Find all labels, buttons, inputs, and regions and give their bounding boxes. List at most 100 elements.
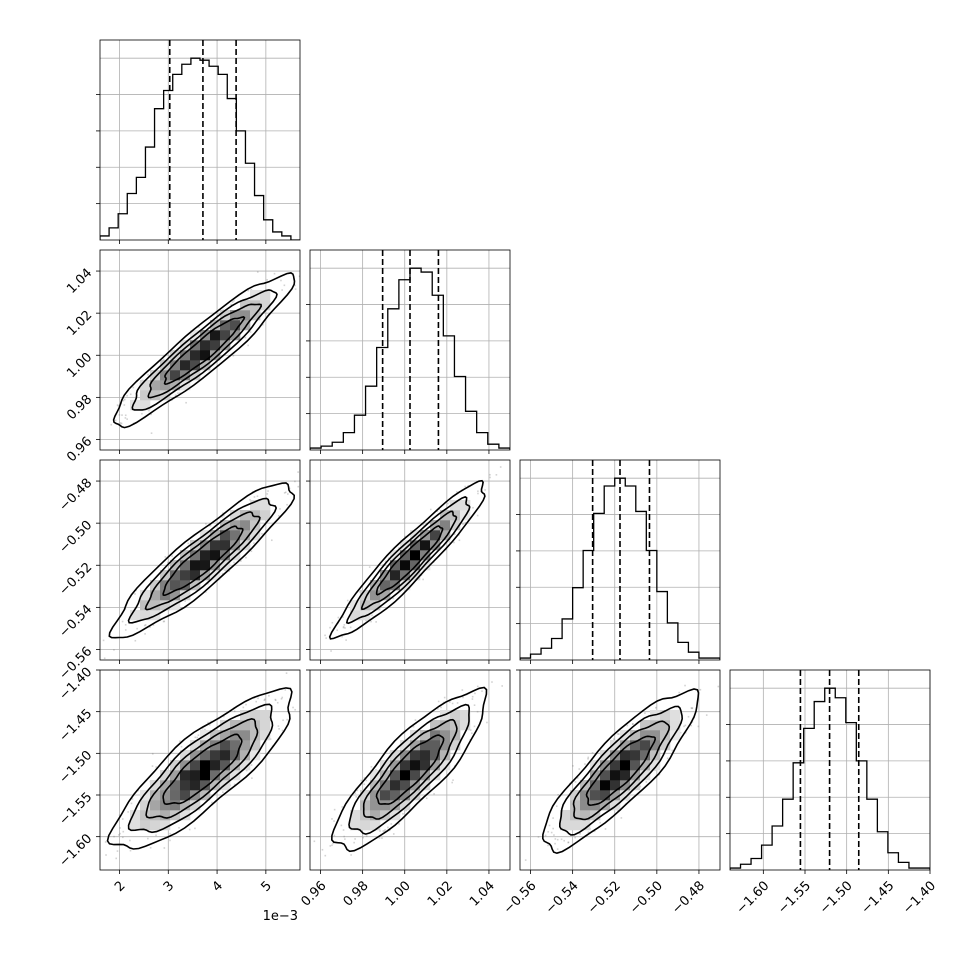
scatter-point <box>253 496 256 498</box>
density-cell <box>420 740 431 751</box>
y-tick-label-p1: 1.02 <box>64 308 95 339</box>
contour-level-0 <box>375 734 445 805</box>
scatter-point <box>443 696 446 699</box>
y-tick-label-p1: 0.98 <box>64 392 95 423</box>
scatter-point <box>198 326 200 328</box>
density-cell <box>220 750 231 761</box>
scatter-point <box>671 749 674 752</box>
scatter-point <box>645 781 648 783</box>
density-cell <box>230 760 241 771</box>
scatter-point <box>178 826 180 829</box>
density-cell <box>590 770 601 781</box>
scatter-point <box>477 490 479 493</box>
scatter-point <box>325 637 327 639</box>
scatter-panel-2-0 <box>96 459 301 664</box>
density-cell <box>400 780 411 791</box>
scatter-point <box>616 733 619 735</box>
scatter-point <box>150 413 152 416</box>
scatter-point <box>471 698 474 700</box>
scatter-point <box>136 627 138 630</box>
scatter-point <box>253 542 255 544</box>
density-cell <box>450 710 461 721</box>
scatter-point <box>342 829 345 831</box>
density-cell <box>210 560 221 571</box>
x-tick-label-p3: −1.60 <box>734 878 773 917</box>
scatter-point <box>294 708 296 711</box>
scatter-point <box>228 570 230 572</box>
density-cell <box>380 790 391 801</box>
contour-level-2 <box>127 703 274 834</box>
density-cell <box>560 810 571 821</box>
scatter-point <box>129 839 131 842</box>
density-cell <box>220 330 231 341</box>
scatter-point <box>155 766 157 768</box>
x-tick-label-p1: 0.98 <box>341 878 372 909</box>
scatter-point <box>604 828 607 830</box>
scatter-point <box>329 626 331 629</box>
x-tick-label-p1: 1.00 <box>383 878 414 909</box>
scatter-point <box>690 724 693 727</box>
scatter-point <box>330 650 332 652</box>
density-cell <box>610 800 621 811</box>
density-cell <box>370 820 381 831</box>
density-cell <box>160 390 171 401</box>
histogram-panel-0 <box>96 39 301 244</box>
density-cell <box>170 800 181 811</box>
scatter-point <box>587 831 590 834</box>
scatter-point <box>113 649 115 651</box>
density-cell <box>140 600 151 611</box>
scatter-point <box>122 399 125 402</box>
density-cell <box>580 810 591 821</box>
scatter-point <box>126 418 128 420</box>
scatter-point <box>387 557 390 560</box>
density-cell <box>230 740 241 751</box>
density-cell <box>190 760 201 771</box>
density-cell <box>190 560 201 571</box>
panel-frame <box>309 459 511 661</box>
scatter-point <box>222 791 224 793</box>
scatter-point <box>266 279 268 281</box>
density-cell <box>170 790 181 801</box>
density-cell <box>420 730 431 741</box>
density-cell <box>360 800 371 811</box>
density-cell <box>180 560 191 571</box>
density-cell <box>650 730 661 741</box>
density-cell <box>230 770 241 781</box>
scatter-point <box>223 514 225 517</box>
density-cell <box>440 720 451 731</box>
contour-level-0 <box>162 733 243 806</box>
scatter-point <box>185 401 187 404</box>
density-cell <box>230 510 241 521</box>
scatter-point <box>587 758 589 760</box>
density-cell <box>240 310 251 321</box>
density-cell <box>600 770 611 781</box>
density-cell <box>130 400 141 411</box>
scatter-point <box>678 691 681 694</box>
scatter-point <box>274 698 277 701</box>
scatter-point <box>270 539 273 542</box>
density-cell <box>640 730 651 741</box>
density-cell <box>370 580 381 591</box>
scatter-points <box>313 681 503 857</box>
scatter-point <box>437 700 440 703</box>
contour-level-2 <box>131 289 278 411</box>
density-cell <box>360 790 371 801</box>
scatter-panel-content <box>310 670 510 870</box>
scatter-point <box>174 394 177 396</box>
density-cell <box>190 750 201 761</box>
scatter-panel-2-1 <box>306 459 511 664</box>
density-cell <box>240 520 251 531</box>
scatter-point <box>284 491 287 494</box>
density-cell <box>670 720 681 731</box>
scatter-point <box>349 626 352 629</box>
scatter-point <box>264 698 266 701</box>
density-cell <box>410 760 421 771</box>
scatter-point <box>132 386 135 389</box>
density-cell <box>160 380 171 391</box>
scatter-point <box>666 757 669 760</box>
density-cell <box>630 740 641 751</box>
density-cell <box>660 730 671 741</box>
density-cell <box>370 770 381 781</box>
scatter-point <box>449 701 451 703</box>
scatter-point <box>230 303 233 306</box>
